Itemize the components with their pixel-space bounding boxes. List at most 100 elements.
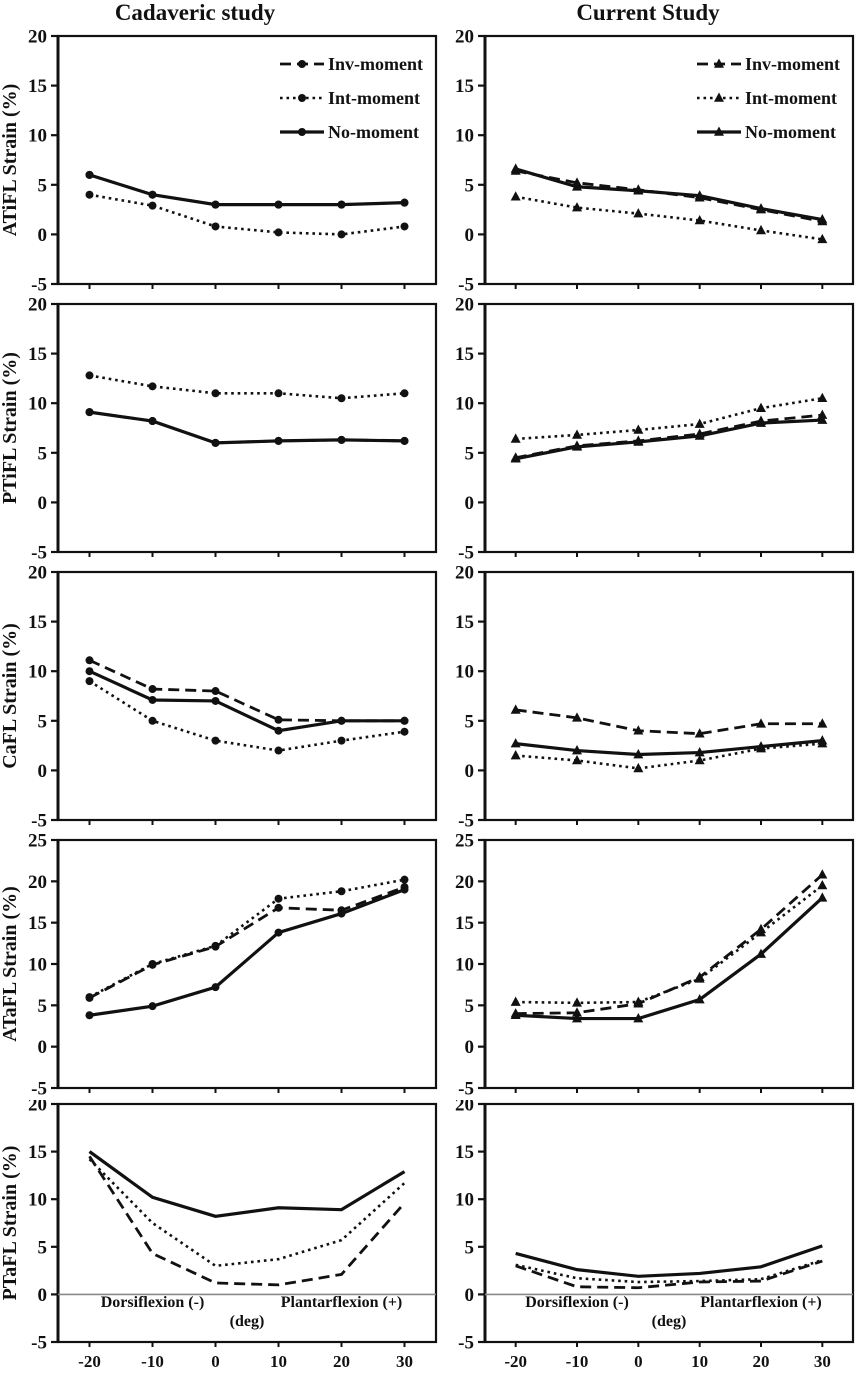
svg-text:ATaFL Strain (%): ATaFL Strain (%) (0, 886, 21, 1042)
svg-text:10: 10 (455, 126, 474, 147)
svg-text:5: 5 (465, 443, 475, 464)
svg-text:20: 20 (28, 1100, 47, 1116)
svg-text:0: 0 (465, 1285, 475, 1306)
svg-text:5: 5 (465, 996, 475, 1017)
svg-text:20: 20 (455, 1100, 474, 1116)
svg-text:-10: -10 (566, 1352, 589, 1371)
ptafl-cadaveric-plot: -5 0 5 10 15 20 -20 -10 0 10 20 30 Dorsiflexion (-) P… (0, 1095, 438, 1371)
ptifl-current-plot: -5 0 5 10 15 20 (455, 295, 855, 564)
figure-header: Cadaveric study Current Study (0, 0, 860, 28)
cafl-current-plot: -5 0 5 10 15 20 (455, 563, 855, 832)
svg-text:0: 0 (38, 493, 48, 514)
svg-text:-5: -5 (31, 811, 47, 832)
svg-text:20: 20 (28, 564, 47, 584)
svg-text:20: 20 (28, 28, 47, 48)
svg-text:-20: -20 (78, 1352, 101, 1371)
ptafl-current-plot: -5 0 5 10 15 20 -20 -10 0 10 20 30 Dorsiflexion (-) P… (455, 1095, 855, 1371)
svg-text:5: 5 (38, 1237, 48, 1258)
svg-text:0: 0 (38, 1285, 48, 1306)
svg-text:No-moment: No-moment (745, 122, 836, 142)
svg-text:10: 10 (28, 662, 47, 683)
chart-cell-ptifl-current: -5 0 5 10 15 20 (440, 295, 860, 564)
svg-text:15: 15 (455, 76, 474, 97)
chart-cell-ptafl-cadaveric: -5 0 5 10 15 20 -20 -10 0 10 20 30 Dorsiflexion (-) P… (0, 1095, 440, 1376)
svg-text:5: 5 (38, 443, 48, 464)
svg-text:15: 15 (28, 913, 47, 934)
svg-text:30: 30 (396, 1352, 413, 1371)
svg-text:25: 25 (455, 832, 474, 852)
svg-text:0: 0 (211, 1352, 220, 1371)
svg-text:10: 10 (28, 955, 47, 976)
svg-text:10: 10 (455, 1190, 474, 1211)
chart-grid: -5 0 5 10 15 20 Inv-moment Int-moment No-moment A… (0, 27, 860, 1376)
atifl-current-plot: -5 0 5 10 15 20 Inv-moment Int-moment No-moment (455, 27, 855, 296)
chart-cell-ptifl-cadaveric: -5 0 5 10 15 20 PTiFL Strain (%) (0, 295, 440, 564)
svg-text:(deg): (deg) (230, 1313, 265, 1330)
svg-text:Inv-moment: Inv-moment (328, 54, 423, 74)
svg-text:10: 10 (28, 394, 47, 415)
svg-text:0: 0 (38, 761, 48, 782)
svg-text:20: 20 (455, 564, 474, 584)
svg-text:-5: -5 (458, 275, 474, 296)
svg-text:10: 10 (28, 1190, 47, 1211)
svg-text:15: 15 (28, 76, 47, 97)
svg-text:15: 15 (455, 612, 474, 633)
chart-cell-cafl-current: -5 0 5 10 15 20 (440, 563, 860, 832)
svg-text:5: 5 (465, 175, 475, 196)
svg-text:20: 20 (455, 296, 474, 316)
chart-cell-atifl-cadaveric: -5 0 5 10 15 20 Inv-moment Int-moment No-moment A… (0, 27, 440, 296)
svg-text:5: 5 (38, 711, 48, 732)
svg-text:15: 15 (455, 913, 474, 934)
chart-cell-cafl-cadaveric: -5 0 5 10 15 20 CaFL Strain (%) (0, 563, 440, 832)
svg-text:-5: -5 (31, 1079, 47, 1100)
svg-text:-20: -20 (504, 1352, 527, 1371)
svg-text:20: 20 (455, 872, 474, 893)
svg-text:15: 15 (28, 612, 47, 633)
svg-text:-5: -5 (31, 1333, 47, 1354)
svg-text:10: 10 (270, 1352, 287, 1371)
column-title-cadaveric: Cadaveric study (114, 0, 276, 25)
svg-text:30: 30 (814, 1352, 831, 1371)
chart-cell-atafl-current: -5 0 5 10 15 20 25 (440, 831, 860, 1100)
svg-text:0: 0 (38, 225, 48, 246)
svg-text:(deg): (deg) (652, 1313, 687, 1330)
svg-text:10: 10 (455, 955, 474, 976)
svg-text:No-moment: No-moment (328, 122, 419, 142)
svg-text:Int-moment: Int-moment (745, 88, 837, 108)
svg-text:20: 20 (455, 28, 474, 48)
svg-text:0: 0 (634, 1352, 643, 1371)
column-title-current: Current Study (576, 0, 720, 25)
svg-text:-10: -10 (141, 1352, 164, 1371)
svg-text:10: 10 (455, 662, 474, 683)
svg-text:ATiFL Strain (%): ATiFL Strain (%) (0, 84, 21, 237)
svg-text:0: 0 (465, 761, 475, 782)
svg-text:-5: -5 (458, 543, 474, 564)
atafl-cadaveric-plot: -5 0 5 10 15 20 25 ATaFL Strain (%) (0, 831, 438, 1100)
chart-cell-atifl-current: -5 0 5 10 15 20 Inv-moment Int-moment No-moment (440, 27, 860, 296)
svg-text:Plantarflexion (+): Plantarflexion (+) (281, 1294, 403, 1311)
atifl-cadaveric-plot: -5 0 5 10 15 20 Inv-moment Int-moment No-moment A… (0, 27, 438, 296)
svg-text:10: 10 (455, 394, 474, 415)
svg-text:0: 0 (465, 493, 475, 514)
svg-text:20: 20 (28, 872, 47, 893)
svg-text:CaFL Strain (%): CaFL Strain (%) (0, 623, 21, 769)
svg-text:15: 15 (28, 344, 47, 365)
svg-text:20: 20 (333, 1352, 350, 1371)
svg-text:0: 0 (465, 225, 475, 246)
svg-text:20: 20 (753, 1352, 770, 1371)
svg-text:Dorsiflexion (-): Dorsiflexion (-) (525, 1294, 629, 1311)
chart-cell-ptafl-current: -5 0 5 10 15 20 -20 -10 0 10 20 30 Dorsiflexion (-) P… (440, 1095, 860, 1376)
svg-text:15: 15 (455, 1142, 474, 1163)
svg-text:15: 15 (28, 1142, 47, 1163)
svg-text:-5: -5 (458, 811, 474, 832)
svg-text:10: 10 (691, 1352, 708, 1371)
svg-text:0: 0 (465, 1037, 475, 1058)
svg-text:5: 5 (465, 1237, 475, 1258)
svg-text:25: 25 (28, 832, 47, 852)
atafl-current-plot: -5 0 5 10 15 20 25 (455, 831, 855, 1100)
svg-text:-5: -5 (458, 1333, 474, 1354)
svg-text:-5: -5 (458, 1079, 474, 1100)
svg-text:PTiFL Strain (%): PTiFL Strain (%) (0, 352, 21, 504)
cafl-cadaveric-plot: -5 0 5 10 15 20 CaFL Strain (%) (0, 563, 438, 832)
chart-cell-atafl-cadaveric: -5 0 5 10 15 20 25 ATaFL Strain (%) (0, 831, 440, 1100)
